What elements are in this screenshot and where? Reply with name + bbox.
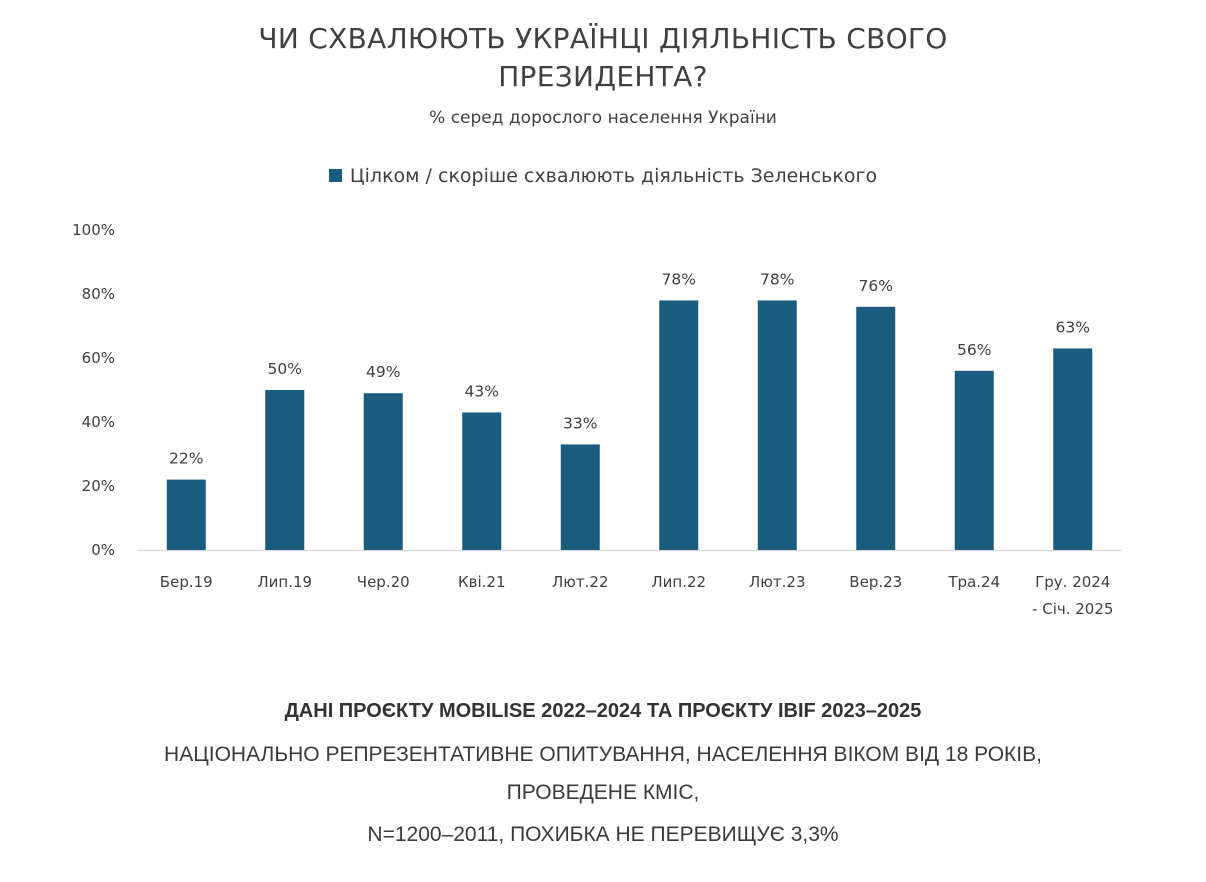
x-tick-label: Лют.23 [749, 573, 806, 591]
legend-swatch [328, 169, 342, 182]
data-label: 63% [1056, 318, 1090, 336]
bar [757, 300, 797, 550]
x-tick-label: Лип.22 [651, 573, 706, 591]
bar-chart: 0% 20% 40% 60% 80% 100% 22% Бер.19 50% Лип.19 49% Ч… [72, 221, 1122, 618]
data-label: 43% [465, 382, 499, 400]
data-label: 49% [366, 363, 400, 381]
data-label: 22% [169, 450, 203, 468]
bar [1053, 348, 1093, 550]
x-tick-label: Лют.22 [552, 573, 609, 591]
x-tick-label: Лип.19 [257, 573, 312, 591]
bar [659, 300, 699, 550]
data-label: 50% [268, 360, 302, 378]
bar [265, 390, 305, 550]
data-label: 33% [563, 414, 597, 432]
x-tick-label: Гру. 2024 [1035, 573, 1110, 591]
y-tick-label: 80% [82, 285, 115, 303]
data-label: 56% [957, 341, 991, 359]
x-tick-label: Тра.24 [947, 573, 1000, 591]
chart-title-line-2: ПРЕЗИДЕНТА? [498, 60, 708, 93]
y-tick-label: 60% [82, 349, 115, 367]
bar [363, 393, 403, 550]
chart-title-line-1: ЧИ СХВАЛЮЮТЬ УКРАЇНЦІ ДІЯЛЬНІСТЬ СВОГО [258, 22, 948, 55]
y-tick-label: 20% [82, 477, 115, 495]
bar [856, 306, 896, 550]
bar [954, 370, 994, 550]
legend-label: Цілком / скоріше схвалюють діяльність Зе… [349, 165, 878, 187]
methodology-line-2: ПРОВЕДЕНЕ КМІС, [506, 781, 700, 804]
bar [560, 444, 600, 550]
y-tick-label: 0% [91, 541, 115, 559]
y-tick-label: 40% [82, 413, 115, 431]
chart-subtitle: % серед дорослого населення України [429, 108, 777, 128]
bar [166, 479, 206, 550]
y-tick-label: 100% [72, 221, 115, 239]
source-note: ДАНІ ПРОЄКТУ MOBILISE 2022–2024 ТА ПРОЄК… [284, 700, 922, 722]
data-label: 78% [662, 270, 696, 288]
x-tick-label: Кві.21 [458, 573, 506, 591]
methodology-line-1: НАЦІОНАЛЬНО РЕПРЕЗЕНТАТИВНЕ ОПИТУВАННЯ, … [164, 743, 1042, 766]
x-tick-label: Бер.19 [160, 573, 213, 591]
data-label: 78% [760, 270, 794, 288]
x-tick-label: Вер.23 [849, 573, 902, 591]
x-tick-label: - Січ. 2025 [1032, 600, 1113, 618]
x-tick-label: Чер.20 [357, 573, 410, 591]
chart-legend: Цілком / скоріше схвалюють діяльність Зе… [0, 165, 1206, 187]
data-label: 76% [859, 277, 893, 295]
bar [462, 412, 502, 550]
sample-size-note: N=1200–2011, ПОХИБКА НЕ ПЕРЕВИЩУЄ 3,3% [367, 823, 839, 846]
